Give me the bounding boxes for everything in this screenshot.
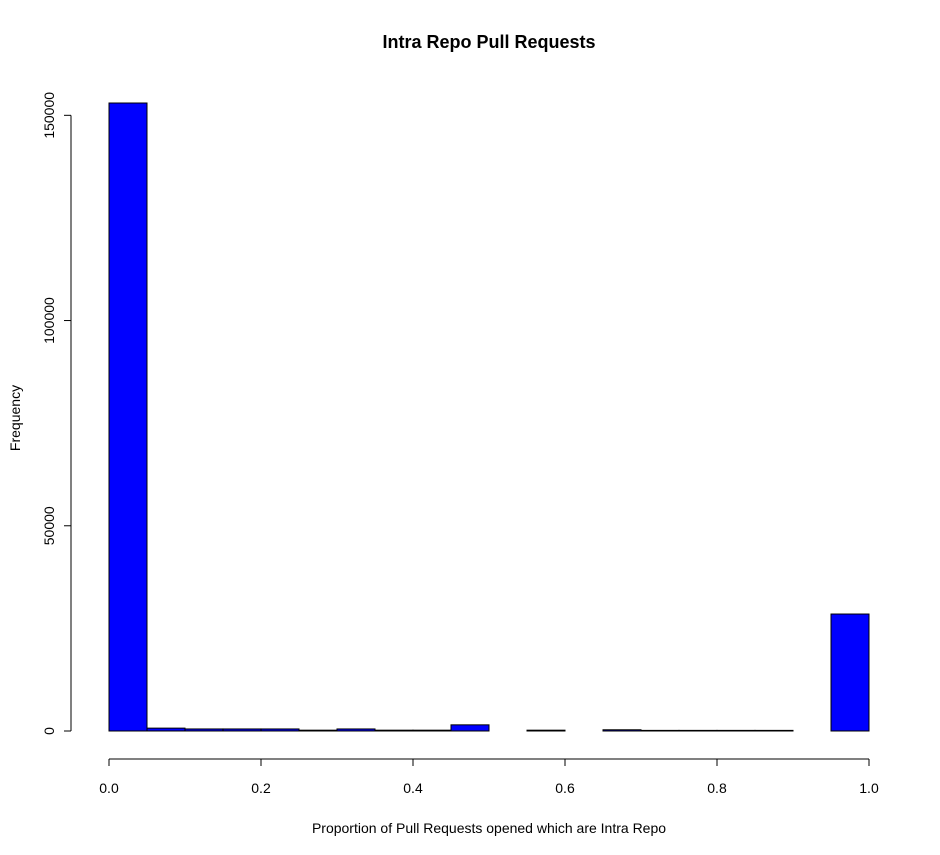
bars-group [108,102,870,732]
histogram-bar [336,728,376,732]
histogram-bar [298,729,338,732]
histogram-bar [374,729,414,732]
histogram-bar [754,729,794,732]
x-tick-label: 0.2 [251,780,271,796]
histogram-bar [108,102,148,732]
y-tick-label: 100000 [41,297,57,344]
histogram-bar [222,728,262,732]
y-axis: 0 50000 100000 150000 [41,92,72,735]
histogram-bar [526,729,566,732]
histogram-bar [678,729,718,732]
chart-title: Intra Repo Pull Requests [382,32,595,52]
x-axis: 0.0 0.2 0.4 0.6 0.8 1.0 [99,758,879,796]
y-tick-label: 50000 [41,506,57,545]
y-axis-label: Frequency [7,385,23,451]
x-tick-label: 0.0 [99,780,119,796]
histogram-bar [450,724,490,732]
histogram-bar [146,727,186,732]
x-tick-label: 1.0 [859,780,879,796]
histogram-bar [412,729,452,732]
histogram-bar [184,728,224,732]
x-tick-label: 0.6 [555,780,575,796]
histogram-bar [640,729,680,732]
y-tick-label: 150000 [41,92,57,139]
x-axis-label: Proportion of Pull Requests opened which… [312,820,666,836]
x-tick-label: 0.8 [707,780,727,796]
y-tick-label: 0 [41,727,57,735]
histogram-bar [716,729,756,732]
histogram-bar [260,728,300,732]
histogram-bar [602,729,642,732]
histogram-bar [830,613,870,732]
x-tick-label: 0.4 [403,780,423,796]
